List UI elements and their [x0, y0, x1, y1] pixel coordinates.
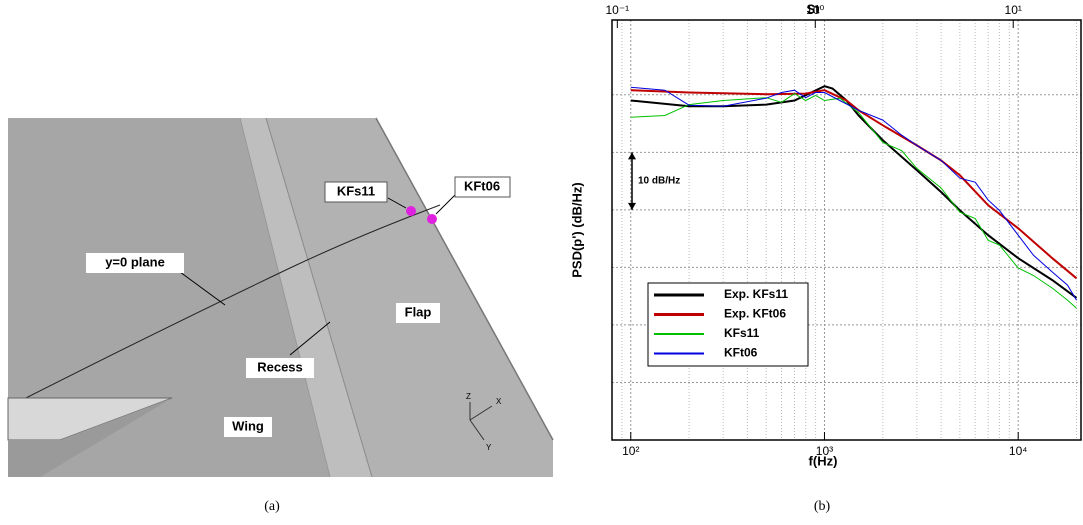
- arrow-head: [628, 152, 636, 160]
- x2-tick-label: 10⁻¹: [605, 3, 629, 17]
- label: Flap: [405, 304, 432, 319]
- label-box: [224, 417, 272, 437]
- triad-axis: [469, 405, 493, 421]
- series-line: [630, 86, 1077, 301]
- label-box: [454, 176, 511, 198]
- label: KFt06: [464, 178, 500, 193]
- leader: [435, 194, 456, 215]
- leader: [387, 197, 407, 209]
- x2-tick-label: 10¹: [1005, 3, 1022, 17]
- x-axis-title: f(Hz): [809, 453, 838, 468]
- label-box: [246, 358, 314, 378]
- triad-label: Y: [486, 443, 492, 452]
- triad-label: Z: [466, 392, 471, 401]
- flap-edge: [375, 117, 554, 441]
- x-tick-label: 10²: [622, 444, 639, 458]
- legend-label: Exp. KFs11: [724, 287, 788, 301]
- label: Wing: [232, 418, 264, 433]
- plane-line: [17, 204, 441, 403]
- label: Recess: [257, 359, 303, 374]
- label-box: [324, 181, 388, 203]
- cone-shadow: [8, 398, 172, 477]
- recess-edge: [265, 117, 373, 478]
- sensor-marker: [406, 206, 416, 216]
- x2-tick-label: 10⁰: [806, 3, 824, 17]
- caption: (b): [814, 499, 831, 514]
- label: KFs11: [337, 183, 375, 198]
- label: y=0 plane: [105, 254, 165, 269]
- x-tick-label: 10⁴: [1009, 444, 1028, 458]
- legend-label: KFt06: [724, 346, 758, 360]
- recess-band: [240, 118, 372, 477]
- sensor-marker: [427, 214, 437, 224]
- arrow-head: [628, 202, 636, 210]
- legend-label: Exp. KFt06: [724, 307, 786, 321]
- panel-b: St f(Hz) PSD(p') (dB/Hz) (b): [569, 1, 837, 514]
- scale-bar-label: 10 dB/Hz: [638, 176, 680, 187]
- plot-frame: [611, 19, 1082, 441]
- series-line: [630, 85, 1078, 299]
- leader: [179, 271, 226, 306]
- series-line: [630, 89, 1078, 280]
- label-box: [86, 253, 184, 273]
- leader: [289, 321, 331, 356]
- triad-axis: [469, 419, 485, 441]
- x-tick-label: 10³: [816, 444, 833, 458]
- legend-label: KFs11: [724, 326, 760, 340]
- recess-edge: [239, 117, 331, 478]
- caption: (a): [264, 499, 280, 514]
- wing-surface: [8, 118, 330, 477]
- x2-axis-title: St: [807, 1, 821, 16]
- panel-a: KFs11 KFt06 y=0 plane Flap Recess Wing Z…: [7, 117, 554, 514]
- y-axis-title: PSD(p') (dB/Hz): [569, 182, 584, 278]
- triad-label: X: [496, 397, 502, 406]
- flap-surface: [266, 118, 553, 477]
- label-box: [396, 303, 440, 323]
- legend-box: [647, 282, 809, 367]
